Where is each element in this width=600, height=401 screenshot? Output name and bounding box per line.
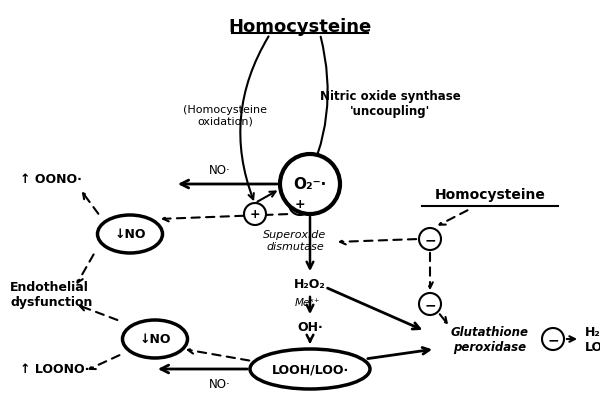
Text: H₂O
LOH: H₂O LOH — [585, 325, 600, 353]
Text: Meˣ⁺: Meˣ⁺ — [295, 297, 320, 307]
Circle shape — [419, 229, 441, 250]
Text: Homocysteine: Homocysteine — [434, 188, 545, 201]
Text: NO·: NO· — [209, 164, 231, 176]
Ellipse shape — [250, 349, 370, 389]
Circle shape — [280, 155, 340, 215]
Circle shape — [419, 293, 441, 315]
Ellipse shape — [98, 215, 163, 253]
Text: +: + — [250, 208, 260, 221]
Text: (Homocysteine
oxidation): (Homocysteine oxidation) — [183, 105, 267, 126]
Text: +: + — [295, 198, 305, 211]
Text: Superoxide
dismutase: Superoxide dismutase — [263, 229, 326, 251]
Text: O₂⁻·: O₂⁻· — [293, 177, 326, 192]
Text: Nitric oxide synthase
'uncoupling': Nitric oxide synthase 'uncoupling' — [320, 90, 460, 118]
Text: NO·: NO· — [209, 377, 231, 390]
Text: ↑ LOONO·: ↑ LOONO· — [20, 363, 89, 376]
Circle shape — [542, 328, 564, 350]
Circle shape — [289, 194, 311, 215]
Text: Endothelial
dysfunction: Endothelial dysfunction — [10, 280, 92, 308]
Text: H₂O₂: H₂O₂ — [294, 277, 326, 290]
Text: ↓NO: ↓NO — [114, 228, 146, 241]
Text: −: − — [424, 233, 436, 246]
Text: −: − — [424, 297, 436, 311]
Text: OH·: OH· — [297, 320, 323, 333]
Text: LOOH/LOO·: LOOH/LOO· — [271, 363, 349, 376]
Circle shape — [244, 203, 266, 225]
Ellipse shape — [122, 320, 188, 358]
Text: ↓NO: ↓NO — [139, 333, 171, 346]
Text: ↑ OONO·: ↑ OONO· — [20, 173, 82, 186]
Text: −: − — [547, 332, 559, 346]
Text: Homocysteine: Homocysteine — [229, 18, 371, 36]
Text: Glutathione
peroxidase: Glutathione peroxidase — [451, 325, 529, 353]
